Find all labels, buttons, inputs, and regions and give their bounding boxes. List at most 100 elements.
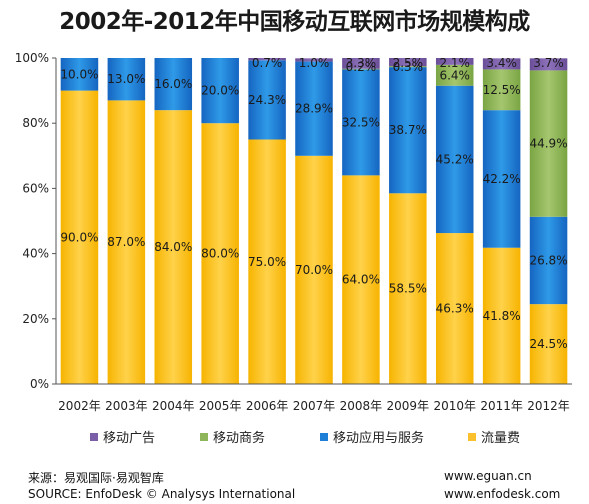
x-tick-label: 2010年	[433, 399, 476, 413]
data-label: 0.2%	[346, 60, 377, 74]
bar-segment	[435, 58, 474, 65]
data-label: 75.0%	[248, 255, 286, 269]
data-label: 84.0%	[154, 240, 192, 254]
chart-title: 2002年-2012年中国移动互联网市场规模构成	[59, 9, 530, 35]
data-label: 24.5%	[529, 337, 567, 351]
bar-segment	[529, 58, 568, 71]
legend-entry: 移动应用与服务	[320, 430, 424, 446]
bar-segment	[529, 70, 568, 217]
y-tick-label: 40%	[22, 247, 49, 261]
bar-segment	[107, 58, 146, 101]
bar-segment	[342, 175, 380, 384]
x-tick-label: 2004年	[152, 399, 195, 413]
data-label: 3.7%	[533, 56, 564, 70]
data-label: 28.9%	[295, 102, 333, 116]
bar-segment	[154, 110, 193, 384]
bar-segment	[482, 110, 521, 248]
x-tick-label: 2005年	[199, 399, 242, 413]
data-label: 46.3%	[436, 302, 474, 316]
data-label: 58.5%	[389, 282, 427, 296]
legend-label: 移动商务	[213, 430, 265, 446]
website-enfodesk: www.enfodesk.com	[444, 487, 561, 501]
legend-swatch	[200, 433, 208, 441]
data-label: 0.3%	[393, 60, 424, 74]
bar-segment	[342, 69, 380, 176]
bar-segment	[435, 233, 474, 384]
bar-segment	[295, 58, 333, 62]
legend-label: 移动应用与服务	[333, 430, 424, 446]
y-tick-label: 60%	[22, 181, 49, 195]
bar-segment	[435, 64, 474, 86]
data-label: 3.4%	[486, 56, 517, 70]
data-label: 90.0%	[60, 230, 98, 244]
x-tick-label: 2012年	[527, 399, 570, 413]
bar-segment	[60, 58, 99, 91]
x-tick-label: 2011年	[480, 399, 523, 413]
data-label: 87.0%	[107, 235, 145, 249]
bar-segment	[248, 58, 286, 61]
bar-segment	[529, 216, 568, 305]
bar-segment	[201, 123, 239, 384]
legend-swatch	[320, 433, 328, 441]
bar-segment	[295, 61, 333, 156]
data-label: 6.4%	[439, 68, 470, 82]
data-label: 24.3%	[248, 93, 286, 107]
bar-segment	[60, 90, 99, 384]
source-english: SOURCE: EnfoDesk © Analysys Internationa…	[28, 487, 296, 501]
bar-segment	[482, 247, 521, 384]
bar-segment	[482, 69, 521, 111]
bar-segment	[201, 58, 239, 124]
bar-segment	[107, 100, 146, 384]
bar-segment	[389, 67, 427, 194]
data-label: 26.8%	[529, 253, 567, 267]
data-label: 3.3%	[346, 56, 377, 70]
data-label: 2.5%	[393, 56, 424, 70]
data-label: 80.0%	[201, 247, 239, 261]
data-label: 41.8%	[483, 309, 521, 323]
legend-label: 流量费	[481, 431, 520, 446]
data-label: 44.9%	[529, 137, 567, 151]
y-tick-label: 80%	[22, 116, 49, 130]
bar-segment	[154, 58, 193, 111]
bar-segment	[389, 193, 427, 384]
y-tick-label: 100%	[15, 51, 49, 65]
data-label: 1.0%	[299, 56, 330, 70]
legend-entry: 移动商务	[200, 430, 265, 446]
data-label: 32.5%	[342, 115, 380, 129]
data-label: 45.2%	[436, 152, 474, 166]
data-label: 0.7%	[252, 56, 283, 70]
legend-label: 移动广告	[103, 431, 155, 446]
bar-segment	[342, 68, 380, 70]
legend-entry: 移动广告	[90, 431, 155, 446]
bar-segment	[482, 58, 521, 70]
data-label: 10.0%	[60, 67, 98, 81]
x-tick-label: 2008年	[340, 399, 383, 413]
data-label: 16.0%	[154, 77, 192, 91]
x-tick-label: 2006年	[246, 399, 289, 413]
x-tick-label: 2002年	[58, 399, 101, 413]
data-label: 12.5%	[483, 83, 521, 97]
legend-swatch	[90, 433, 98, 441]
bar-segment	[389, 58, 427, 67]
bar-segment	[248, 139, 286, 384]
x-tick-label: 2007年	[293, 399, 336, 413]
bar-segment	[529, 304, 568, 384]
bar-segment	[295, 155, 333, 384]
bar-segment	[389, 66, 427, 68]
legend-swatch	[468, 433, 476, 441]
data-label: 42.2%	[483, 172, 521, 186]
website-eguan: www.eguan.cn	[444, 469, 532, 483]
data-label: 38.7%	[389, 123, 427, 137]
bar-segment	[342, 58, 380, 69]
bar-segment	[435, 85, 474, 234]
bar-segment	[248, 60, 286, 140]
data-label: 70.0%	[295, 263, 333, 277]
source-chinese: 来源：易观国际·易观智库	[28, 471, 164, 485]
x-tick-label: 2009年	[387, 399, 430, 413]
y-tick-label: 0%	[30, 377, 49, 391]
data-label: 13.0%	[107, 72, 145, 86]
data-label: 64.0%	[342, 273, 380, 287]
data-label: 20.0%	[201, 84, 239, 98]
legend-entry: 流量费	[468, 431, 520, 446]
